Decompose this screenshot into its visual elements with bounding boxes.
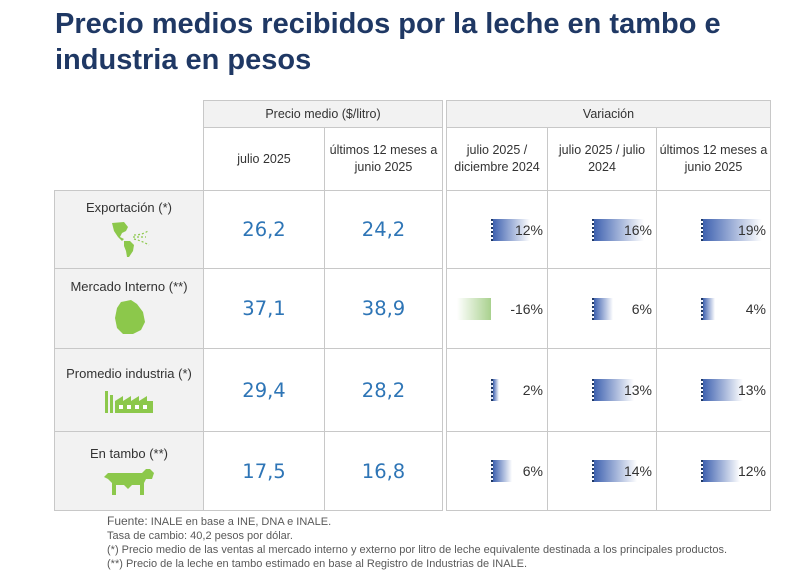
footnote-2: (**) Precio de la leche en tambo estimad… [107,558,528,570]
value-jul2025: 26,2 [203,190,325,269]
exchange-note: Tasa de cambio: 40,2 pesos por dólar. [107,530,293,542]
row-label-cell: Mercado Interno (**) [54,268,204,349]
variation-cell: 12% [656,431,771,511]
variation-value: 4% [745,300,766,317]
value-jul2025: 29,4 [203,348,325,432]
variation-cell: 6% [547,268,657,349]
table-row: Promedio industria (*) 29,4 28,2 2% 1 [54,348,771,432]
variation-bar [592,379,635,401]
footnotes: Fuente: INALE en base a INE, DNA e INALE… [107,514,727,571]
factory-icon [105,390,153,413]
variation-value: 12% [737,463,766,479]
cow-icon [104,468,154,495]
page-title: Precio medios recibidos por la leche en … [55,8,721,76]
variation-value: 16% [623,221,652,238]
variation-value: 13% [623,382,652,398]
header-price-group: Precio medio ($/litro) [203,100,443,128]
source-text: INALE en base a INE, DNA e INALE. [147,516,332,528]
table-row: Exportación (*) 26,2 24,2 12% 16% 19 [54,190,771,269]
header-last12: últimos 12 meses a junio 2025 [324,127,443,191]
value-jul2025: 37,1 [203,268,325,349]
variation-value: 12% [514,221,543,238]
variation-cell: 13% [656,348,771,432]
variation-cell: 14% [547,431,657,511]
variation-bar [491,460,512,482]
variation-cell: 16% [547,190,657,269]
variation-value: 2% [522,382,543,398]
variation-value: 6% [522,463,543,479]
variation-cell: 4% [656,268,771,349]
variation-bar [701,218,762,241]
variation-value: -16% [510,300,543,317]
variation-bar [701,297,716,320]
table-row: En tambo (**) 17,5 16,8 6% 14% 12% [54,431,771,511]
variation-value: 14% [623,463,652,479]
variation-cell: 2% [446,348,548,432]
row-label: Promedio industria (*) [66,365,192,381]
value-last12: 28,2 [324,348,443,432]
variation-bar [701,460,741,482]
corner-blank [54,100,204,191]
variation-cell: 6% [446,431,548,511]
row-label: Mercado Interno (**) [70,279,188,294]
row-label-cell: Promedio industria (*) [54,348,204,432]
variation-bar [592,460,638,482]
value-last12: 24,2 [324,190,443,269]
variation-value: 19% [737,221,766,238]
uruguay-map-icon [115,300,145,334]
variation-cell: 12% [446,190,548,269]
value-last12: 38,9 [324,268,443,349]
header-var-12m: últimos 12 meses a junio 2025 [656,127,771,191]
row-label: Exportación (*) [86,200,172,215]
variation-bar [701,379,744,401]
source-label: Fuente: [107,514,148,528]
row-label-cell: En tambo (**) [54,431,204,511]
variation-bar [592,297,613,320]
footnote-1: (*) Precio medio de las ventas al mercad… [107,544,728,556]
variation-cell: 13% [547,348,657,432]
variation-bar [457,297,491,320]
header-variation-group: Variación [446,100,771,128]
value-last12: 16,8 [324,431,443,511]
variation-cell: 19% [656,190,771,269]
value-jul2025: 17,5 [203,431,325,511]
variation-cell: -16% [446,268,548,349]
variation-bar [592,218,644,241]
row-label: En tambo (**) [89,445,169,461]
header-jul2025: julio 2025 [203,127,325,191]
source-note: Fuente: INALE en base a INE, DNA e INALE… [107,514,727,529]
americas-map-icon [112,222,150,257]
header-var-yoy: julio 2025 / julio 2024 [547,127,657,191]
row-label-cell: Exportación (*) [54,190,204,269]
variation-value: 6% [631,300,652,317]
variation-bar [491,379,500,401]
table-row: Mercado Interno (**) 37,1 38,9 -16% 6% 4… [54,268,771,349]
header-var-dec: julio 2025 / diciembre 2024 [446,127,548,191]
price-table: Precio medio ($/litro) Variación julio 2… [54,100,771,511]
variation-bar [491,218,531,241]
variation-value: 13% [737,382,766,398]
